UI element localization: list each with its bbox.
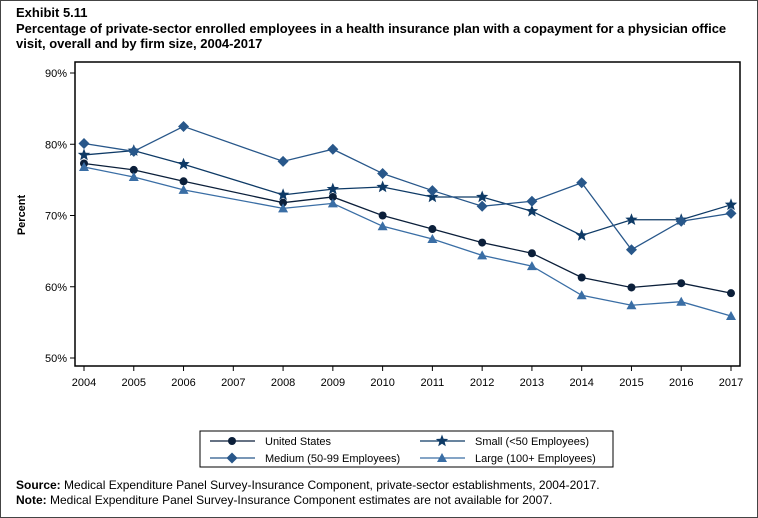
data-point xyxy=(726,310,736,320)
y-tick-label: 80% xyxy=(45,139,67,151)
y-tick-label: 90% xyxy=(45,68,67,80)
data-point xyxy=(377,221,388,231)
data-point xyxy=(625,213,638,225)
exhibit-label: Exhibit 5.11 xyxy=(16,5,88,20)
series-medium-50-99-employees- xyxy=(78,120,737,256)
y-axis-label: Percent xyxy=(16,194,28,235)
data-point xyxy=(378,211,387,220)
data-point xyxy=(178,120,190,132)
data-point xyxy=(328,192,337,201)
legend-label: Large (100+ Employees) xyxy=(475,453,596,465)
series-united-states xyxy=(80,159,735,298)
data-point xyxy=(577,273,586,282)
legend-box xyxy=(199,430,614,468)
data-point xyxy=(426,190,439,203)
legend-marker xyxy=(226,452,238,464)
x-tick-label: 2012 xyxy=(470,377,494,389)
data-point xyxy=(177,157,190,170)
y-tick-label: 50% xyxy=(45,353,67,365)
y-tick-label: 70% xyxy=(45,211,67,223)
data-point xyxy=(376,180,389,193)
x-tick-label: 2015 xyxy=(619,377,643,389)
data-point xyxy=(725,207,737,219)
x-tick-label: 2014 xyxy=(569,377,593,389)
data-point xyxy=(675,215,687,227)
data-point xyxy=(79,162,89,172)
data-point xyxy=(727,289,735,298)
data-point xyxy=(128,172,139,182)
x-tick-label: 2004 xyxy=(72,377,96,389)
x-tick-label: 2011 xyxy=(421,377,445,389)
data-point xyxy=(278,203,289,213)
data-point xyxy=(575,228,588,241)
data-point xyxy=(477,250,488,260)
data-point xyxy=(526,261,537,271)
x-tick-label: 2007 xyxy=(221,377,245,389)
data-point xyxy=(576,290,587,300)
data-point xyxy=(724,198,738,211)
x-tick-label: 2006 xyxy=(171,377,195,389)
x-tick-label: 2013 xyxy=(520,377,544,389)
data-point xyxy=(527,249,536,258)
data-point xyxy=(426,185,438,197)
series-large-100-employees- xyxy=(79,162,736,320)
legend-label: Small (<50 Employees) xyxy=(475,436,589,448)
x-tick-label: 2010 xyxy=(370,377,394,389)
data-point xyxy=(327,198,338,208)
legend-marker xyxy=(435,434,449,447)
data-point xyxy=(576,177,588,189)
series-small-50-employees- xyxy=(77,144,738,241)
data-point xyxy=(525,204,539,217)
data-point xyxy=(476,190,489,203)
chart-title: Percentage of private-sector enrolled em… xyxy=(16,21,727,51)
legend-label: United States xyxy=(265,436,332,448)
data-point xyxy=(77,148,91,161)
x-tick-label: 2008 xyxy=(271,377,295,389)
data-point xyxy=(78,138,90,150)
data-point xyxy=(526,195,538,207)
data-point xyxy=(627,283,636,292)
data-point xyxy=(427,234,438,244)
x-tick-label: 2005 xyxy=(122,377,146,389)
data-point xyxy=(277,155,289,167)
data-point xyxy=(326,182,339,195)
notes: Source: Medical Expenditure Panel Survey… xyxy=(16,478,600,508)
source-line: Source: Medical Expenditure Panel Survey… xyxy=(16,478,600,492)
data-point xyxy=(478,238,487,247)
data-point xyxy=(279,198,288,207)
x-tick-label: 2009 xyxy=(321,377,345,389)
series-line xyxy=(83,125,732,251)
note-line: Note: Medical Expenditure Panel Survey-I… xyxy=(16,493,553,507)
data-point xyxy=(179,177,188,186)
legend-label: Medium (50-99 Employees) xyxy=(265,453,400,465)
data-point xyxy=(327,143,339,155)
data-point xyxy=(677,279,686,288)
legend-marker xyxy=(228,437,236,445)
data-point xyxy=(377,167,389,179)
plot-area xyxy=(74,61,741,367)
x-tick-label: 2016 xyxy=(669,377,693,389)
data-point xyxy=(129,165,138,174)
x-tick-label: 2017 xyxy=(719,377,743,389)
data-point xyxy=(626,300,637,310)
data-point xyxy=(178,184,189,194)
data-point xyxy=(128,145,140,157)
legend-marker xyxy=(437,453,447,462)
data-point xyxy=(676,296,687,306)
y-tick-label: 60% xyxy=(45,282,67,294)
data-point xyxy=(276,188,290,201)
legend: United States Small (<50 Employees) Medium… xyxy=(199,430,614,468)
data-point xyxy=(625,244,637,256)
data-point xyxy=(476,200,488,212)
data-point xyxy=(428,225,437,234)
